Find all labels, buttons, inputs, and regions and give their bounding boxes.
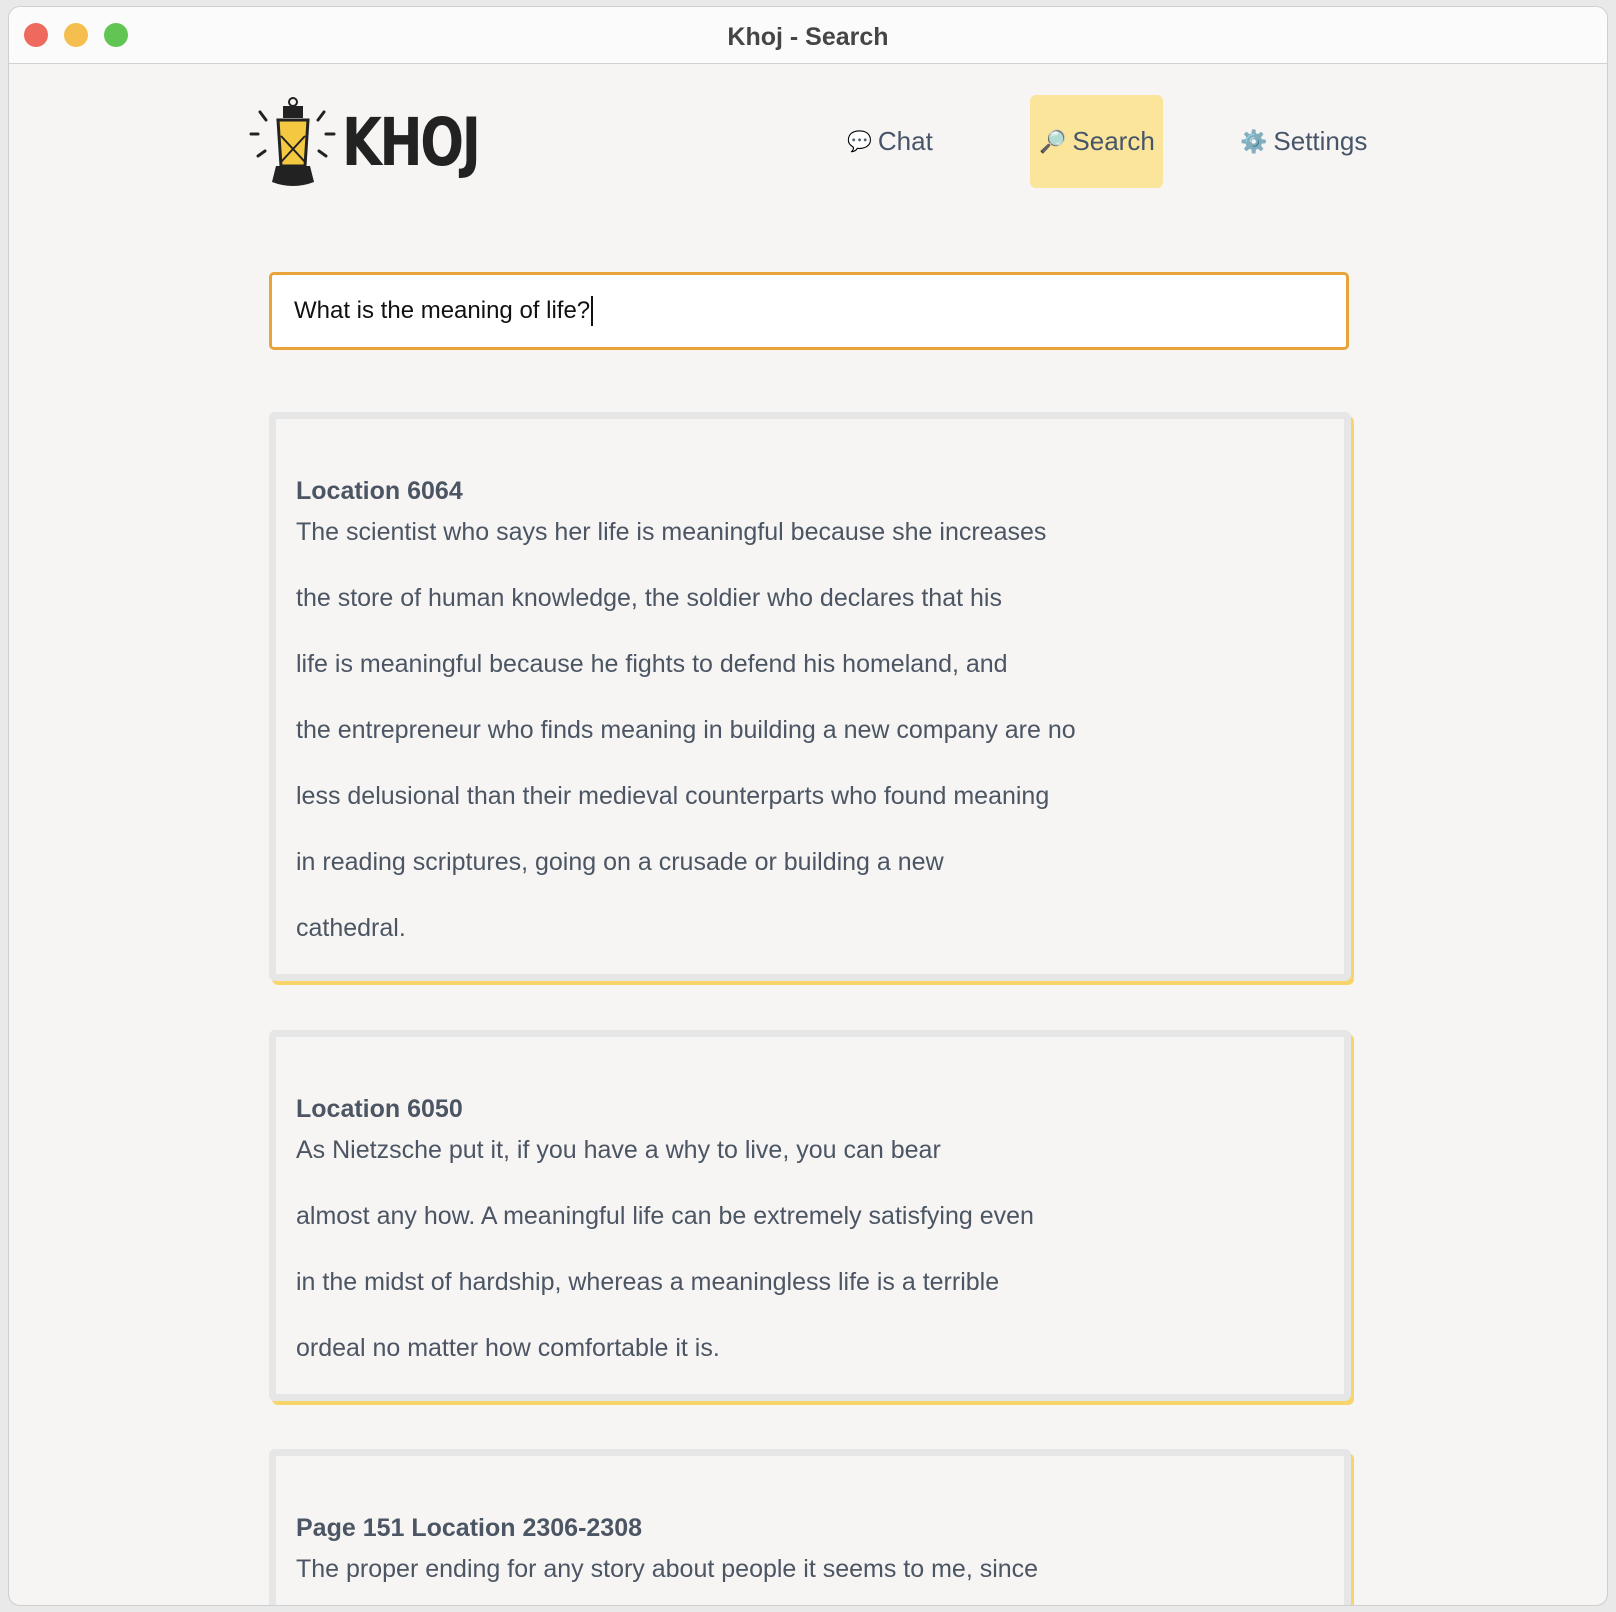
result-text-line: in reading scriptures, going on a crusad… [296,848,944,876]
gear-icon: ⚙️ [1240,128,1268,154]
title-bar: Khoj - Search [9,7,1607,64]
result-text-line: the store of human knowledge, the soldie… [296,584,1002,612]
lantern-icon [249,97,336,186]
search-result-card[interactable]: Page 151 Location 2306-2308 The proper en… [269,1449,1351,1605]
result-text-line: The scientist who says her life is meani… [296,518,1047,546]
result-text-line: ordeal no matter how comfortable it is. [296,1334,720,1362]
khoj-logo[interactable]: KHOJ [248,96,517,188]
minimize-button[interactable] [64,23,88,47]
result-text-line: almost any how. A meaningful life can be… [296,1202,1034,1230]
magnifier-icon: 🔎 [1039,128,1067,154]
result-heading: Page 151 Location 2306-2308 [296,1514,643,1542]
speech-bubble-icon: 💬 [847,131,872,153]
result-text-line: The proper ending for any story about pe… [296,1555,1039,1583]
nav-chat[interactable]: 💬 Chat [847,126,933,156]
result-text-line: the entrepreneur who finds meaning in bu… [296,716,1076,744]
result-text-line: As Nietzsche put it, if you have a why t… [296,1136,941,1164]
result-heading: Location 6050 [296,1095,463,1123]
nav-settings[interactable]: ⚙️ Settings [1240,126,1368,156]
result-heading: Location 6064 [296,477,463,505]
result-text-line: life is meaningful because he fights to … [296,650,1008,678]
app-window: Khoj - Search KHOJ 💬 Chat 🔎 Search ⚙️ Se… [8,6,1608,1606]
close-button[interactable] [24,23,48,47]
result-text-line: less delusional than their medieval coun… [296,782,1050,810]
search-result-card[interactable]: Location 6064 The scientist who says her … [269,412,1351,981]
text-cursor [591,296,594,326]
search-result-card[interactable]: Location 6050 As Nietzsche put it, if you… [269,1030,1351,1401]
maximize-button[interactable] [104,23,128,47]
window-title: Khoj - Search [727,23,889,51]
result-text-line: cathedral. [296,914,406,942]
search-input[interactable]: What is the meaning of life? [269,272,1349,350]
nav-search[interactable]: 🔎 Search [1030,95,1163,188]
result-text-line: in the midst of hardship, whereas a mean… [296,1268,1000,1296]
